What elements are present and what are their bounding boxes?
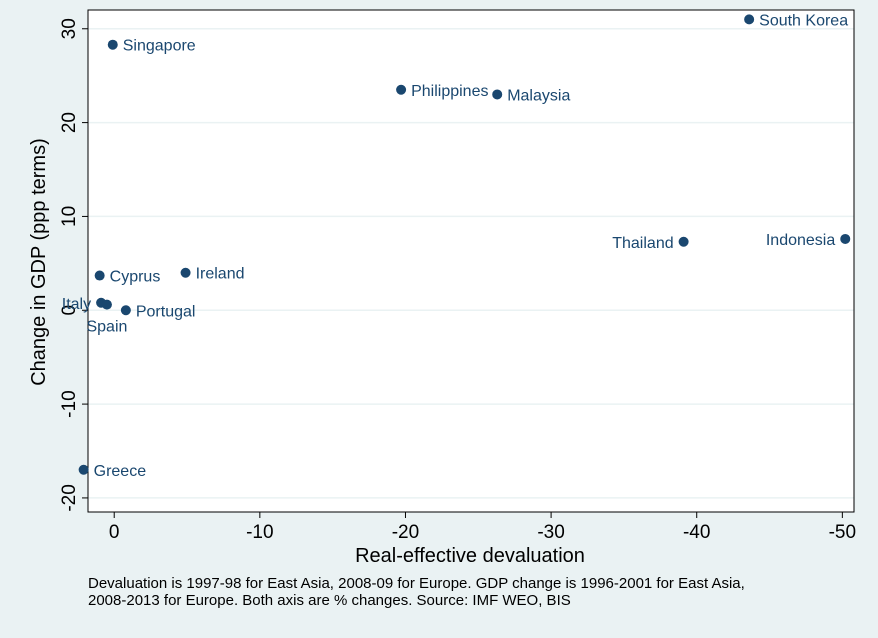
data-point (840, 233, 851, 244)
data-point (396, 84, 407, 95)
point-label: Greece (94, 463, 147, 480)
x-axis-title: Real-effective devaluation (355, 545, 585, 567)
data-point (101, 299, 112, 310)
y-tick-label: 20 (59, 112, 80, 133)
point-label: Malaysia (507, 87, 570, 104)
point-label: Italy (62, 296, 91, 313)
y-tick-label: -20 (59, 484, 80, 511)
data-point (107, 39, 118, 50)
data-point (492, 89, 503, 100)
source-note-line-2: 2008-2013 for Europe. Both axis are % ch… (88, 592, 571, 609)
data-point (678, 236, 689, 247)
plot-area (88, 10, 854, 512)
point-label: Singapore (123, 38, 196, 55)
y-axis-ticks: -20 -10 0 10 20 30 (59, 18, 88, 512)
data-point (78, 464, 89, 475)
point-label: Spain (86, 319, 127, 336)
y-axis-title: Change in GDP (ppp terms) (28, 138, 50, 386)
y-tick-label: 30 (59, 18, 80, 39)
plot-frame (87, 9, 855, 513)
x-tick-label: -10 (246, 522, 273, 543)
point-label: Indonesia (766, 232, 835, 249)
x-axis-ticks: 0 -10 -20 -30 -40 -50 (109, 512, 856, 543)
data-point (180, 267, 191, 278)
x-tick-label: 0 (109, 522, 120, 543)
x-tick-label: -20 (392, 522, 419, 543)
point-label: South Korea (759, 12, 848, 29)
x-tick-label: -50 (829, 522, 856, 543)
data-point (94, 270, 105, 281)
point-label: Cyprus (110, 269, 161, 286)
x-tick-label: -30 (537, 522, 564, 543)
y-tick-label: 10 (59, 206, 80, 227)
data-points: South Korea Singapore Philippines Malaysia T… (62, 12, 851, 480)
gridlines (88, 28, 854, 499)
data-point (744, 14, 755, 25)
scatter-chart: 0 -10 -20 -30 -40 -50 -20 -10 0 10 20 30 South Kor… (28, 9, 856, 567)
y-tick-label: -10 (59, 390, 80, 417)
data-point (120, 305, 131, 316)
point-label: Ireland (196, 266, 245, 283)
point-label: Portugal (136, 303, 196, 320)
point-label: Philippines (411, 83, 488, 100)
source-note: Devaluation is 1997-98 for East Asia, 20… (88, 575, 878, 609)
y-tick-label: 0 (59, 305, 80, 316)
source-note-line-1: Devaluation is 1997-98 for East Asia, 20… (88, 575, 745, 592)
x-tick-label: -40 (683, 522, 710, 543)
point-label: Thailand (612, 235, 673, 252)
